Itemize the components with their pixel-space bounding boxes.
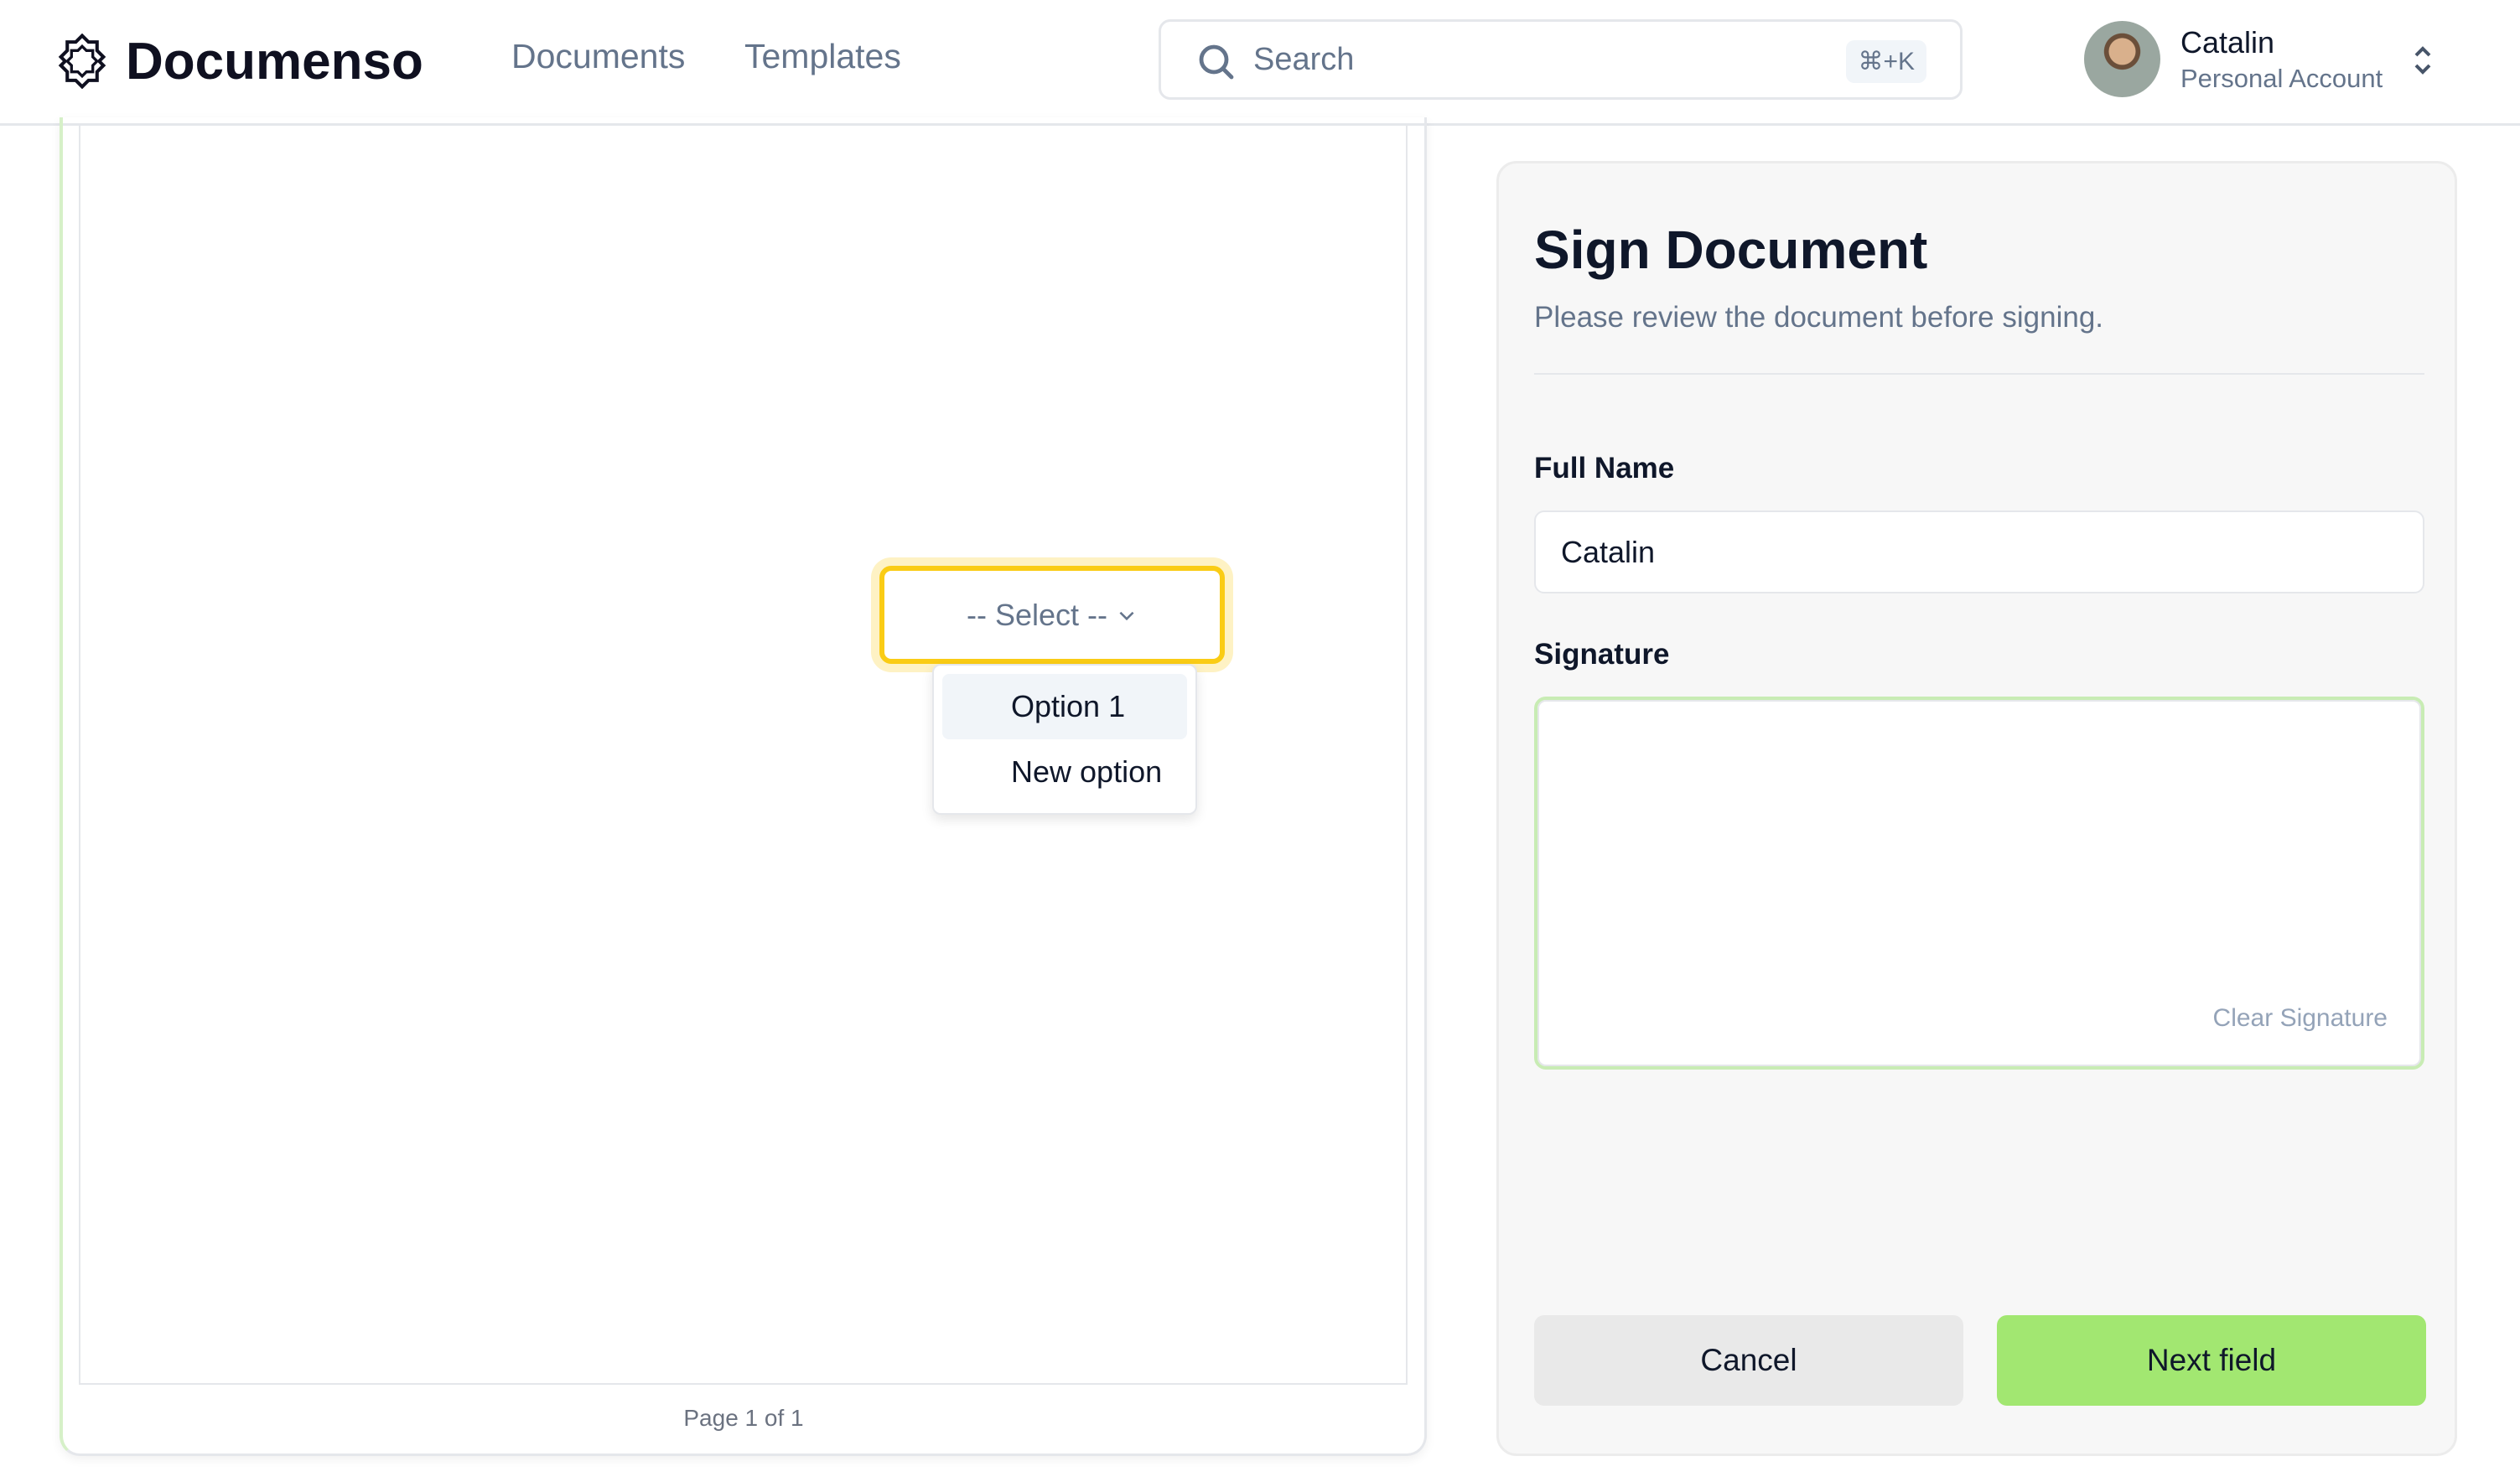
signature-pad[interactable]: Clear Signature <box>1534 697 2424 1070</box>
clear-signature-button[interactable]: Clear Signature <box>2212 1004 2388 1032</box>
account-type[interactable]: Personal Account <box>2180 64 2383 93</box>
next-field-button[interactable]: Next field <box>1997 1315 2426 1406</box>
select-field[interactable]: -- Select -- <box>879 566 1225 664</box>
panel-subtitle: Please review the document before signin… <box>1534 301 2104 334</box>
full-name-input[interactable] <box>1534 510 2424 593</box>
full-name-label: Full Name <box>1534 452 1675 484</box>
signature-label: Signature <box>1534 638 1670 671</box>
search-button[interactable]: Search ⌘+K <box>1159 19 1963 100</box>
top-nav: Documenso Documents Templates Search ⌘+K… <box>0 0 2520 126</box>
brand-name[interactable]: Documenso <box>126 33 423 91</box>
page-indicator: Page 1 of 1 <box>683 1405 804 1431</box>
panel-title: Sign Document <box>1534 220 1928 280</box>
chevron-up-down-icon[interactable] <box>2411 44 2434 77</box>
nav-documents[interactable]: Documents <box>511 37 686 75</box>
cancel-button[interactable]: Cancel <box>1534 1315 1963 1406</box>
nav-templates[interactable]: Templates <box>744 37 901 75</box>
search-icon <box>1199 44 1234 80</box>
document-page <box>79 126 1408 1385</box>
option-1[interactable]: Option 1 <box>942 674 1187 739</box>
select-placeholder: -- Select -- <box>966 597 1107 632</box>
user-name[interactable]: Catalin <box>2180 25 2275 60</box>
search-placeholder: Search <box>1253 42 1355 77</box>
documenso-logo-icon <box>58 34 106 89</box>
document-viewer <box>60 117 1427 1456</box>
select-dropdown: Option 1 New option <box>932 664 1197 815</box>
avatar[interactable] <box>2084 21 2160 97</box>
divider <box>1534 373 2424 375</box>
search-shortcut: ⌘+K <box>1846 40 1926 83</box>
sign-panel: Sign Document Please review the document… <box>1496 161 2457 1456</box>
option-new[interactable]: New option <box>1011 754 1163 789</box>
chevron-down-icon <box>1119 611 1134 620</box>
